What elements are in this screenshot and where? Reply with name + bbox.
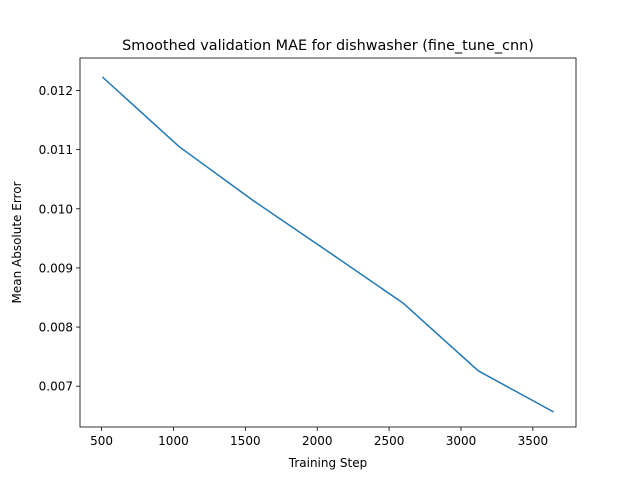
- x-tick-label: 1500: [230, 434, 261, 448]
- plot-frame: [79, 57, 577, 428]
- y-tick-label: 0.007: [39, 380, 73, 394]
- x-tick-label: 3000: [446, 434, 477, 448]
- y-tick-label: 0.009: [39, 261, 73, 275]
- y-tick-label: 0.008: [39, 321, 73, 335]
- x-axis-label: Training Step: [288, 456, 368, 470]
- plot-background: [80, 58, 576, 427]
- x-tick-label: 2000: [302, 434, 333, 448]
- chart-title: Smoothed validation MAE for dishwasher (…: [122, 38, 534, 54]
- y-tick-label: 0.010: [39, 202, 73, 216]
- series-line: [101, 76, 555, 413]
- y-tick-label: 0.012: [39, 84, 73, 98]
- y-axis-label: Mean Absolute Error: [10, 181, 24, 303]
- x-axis-ticks: 500 1000 1500 2000 2500 3000 3500: [90, 427, 548, 448]
- x-tick-label: 2500: [374, 434, 405, 448]
- y-tick-label: 0.011: [39, 143, 73, 157]
- series-layer: [101, 76, 555, 413]
- x-tick-label: 1000: [158, 434, 189, 448]
- y-axis-ticks: 0.007 0.008 0.009 0.010 0.011 0.012: [39, 84, 80, 394]
- x-tick-label: 500: [90, 434, 113, 448]
- x-tick-label: 3500: [518, 434, 549, 448]
